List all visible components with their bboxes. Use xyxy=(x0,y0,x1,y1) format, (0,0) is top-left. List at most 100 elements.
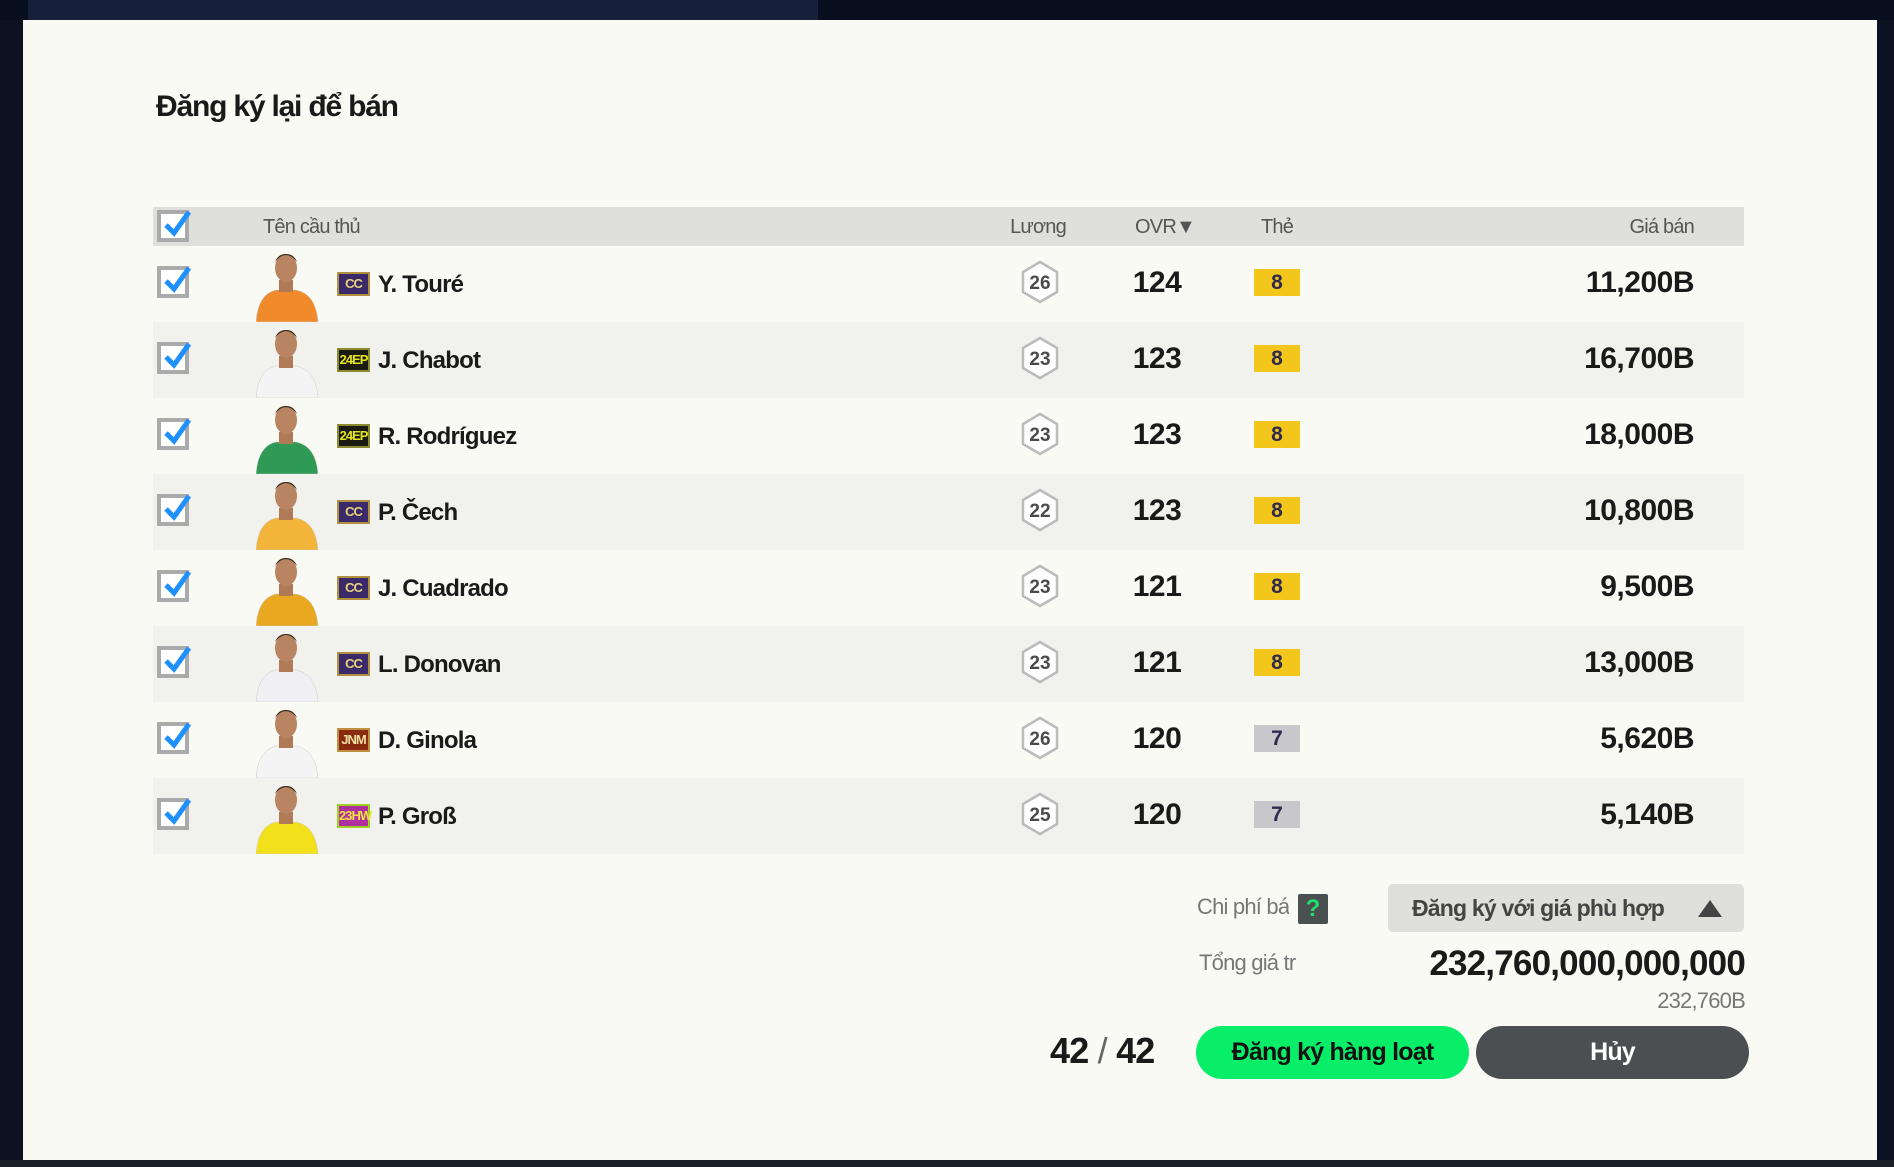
player-name: P. Čech xyxy=(378,499,458,526)
season-badge: CC xyxy=(337,652,370,676)
salary-value: 25 xyxy=(1029,805,1051,826)
header-ovr-sort[interactable]: OVR▼ xyxy=(1135,216,1196,238)
check-icon xyxy=(164,342,191,369)
total-value: 232,760,000,000,000 xyxy=(1429,944,1745,983)
row-checkbox[interactable] xyxy=(157,798,191,830)
cancel-button[interactable]: Hủy xyxy=(1476,1026,1749,1079)
fee-label: Chi phí bá xyxy=(1197,894,1289,919)
table-row[interactable]: CC J. Cuadrado 23 121 8 9,500B xyxy=(153,550,1744,626)
background-search-bar xyxy=(28,0,818,20)
total-label: Tổng giá tr xyxy=(1199,950,1296,975)
level-badge: 8 xyxy=(1254,345,1300,372)
dropdown-value: Đăng ký với giá phù hợp xyxy=(1412,895,1665,921)
salary-hexagon: 23 xyxy=(1021,564,1059,608)
salary-hexagon: 25 xyxy=(1021,792,1059,836)
level-badge: 7 xyxy=(1254,725,1300,752)
salary-hexagon: 26 xyxy=(1021,260,1059,304)
ovr-value: 124 xyxy=(1132,266,1182,299)
check-icon xyxy=(164,418,191,445)
season-badge: 23HW xyxy=(337,804,372,828)
table-row[interactable]: CC Y. Touré 26 124 8 11,200B xyxy=(153,246,1744,322)
level-badge: 8 xyxy=(1254,421,1300,448)
row-checkbox[interactable] xyxy=(157,342,191,374)
salary-value: 22 xyxy=(1029,501,1050,522)
row-checkbox[interactable] xyxy=(157,494,191,526)
background-header xyxy=(0,0,1894,20)
check-icon xyxy=(164,798,191,825)
player-photo xyxy=(255,482,319,550)
price-value: 13,000B xyxy=(1584,646,1694,679)
ovr-value: 120 xyxy=(1132,798,1182,831)
salary-hexagon: 23 xyxy=(1021,412,1059,456)
player-photo xyxy=(255,634,319,702)
player-name: P. Groß xyxy=(378,803,457,830)
player-photo xyxy=(255,254,319,322)
header-price[interactable]: Giá bán xyxy=(1629,216,1695,238)
select-all-checkbox[interactable] xyxy=(157,210,191,242)
triangle-up-icon xyxy=(1698,900,1722,917)
season-badge: CC xyxy=(337,500,370,524)
player-name: D. Ginola xyxy=(378,727,477,754)
ovr-value: 121 xyxy=(1132,646,1182,679)
row-checkbox[interactable] xyxy=(157,646,191,678)
price-value: 5,140B xyxy=(1600,798,1694,831)
level-badge: 7 xyxy=(1254,801,1300,828)
player-photo xyxy=(255,330,319,398)
dialog-title: Đăng ký lại để bán xyxy=(156,90,399,123)
table-row[interactable]: CC P. Čech 22 123 8 10,800B xyxy=(153,474,1744,550)
salary-value: 23 xyxy=(1029,577,1050,598)
salary-value: 23 xyxy=(1029,425,1050,446)
level-badge: 8 xyxy=(1254,573,1300,600)
total-short: 232,760B xyxy=(1657,988,1746,1013)
level-badge: 8 xyxy=(1254,649,1300,676)
player-name: R. Rodríguez xyxy=(378,423,517,450)
salary-value: 26 xyxy=(1029,273,1050,294)
check-icon xyxy=(164,646,191,673)
player-name: L. Donovan xyxy=(378,651,501,678)
bulk-register-button[interactable]: Đăng ký hàng loạt xyxy=(1196,1026,1469,1079)
price-value: 16,700B xyxy=(1584,342,1694,375)
season-badge: 24EP xyxy=(337,424,370,448)
season-badge: 24EP xyxy=(337,348,370,372)
check-icon xyxy=(164,210,191,237)
player-name: J. Cuadrado xyxy=(378,575,509,602)
table-body: CC Y. Touré 26 124 8 11,200B 24EP J. Cha… xyxy=(153,246,1744,854)
salary-hexagon: 23 xyxy=(1021,640,1059,684)
table-row[interactable]: JNM D. Ginola 26 120 7 5,620B xyxy=(153,702,1744,778)
price-value: 18,000B xyxy=(1584,418,1694,451)
ovr-value: 123 xyxy=(1132,494,1182,527)
season-badge: JNM xyxy=(337,728,370,752)
row-checkbox[interactable] xyxy=(157,418,191,450)
row-checkbox[interactable] xyxy=(157,570,191,602)
player-photo xyxy=(255,558,319,626)
count-separator: / xyxy=(1097,1030,1108,1071)
table-row[interactable]: 24EP J. Chabot 23 123 8 16,700B xyxy=(153,322,1744,398)
season-badge: CC xyxy=(337,576,370,600)
table-row[interactable]: 24EP R. Rodríguez 23 123 8 18,000B xyxy=(153,398,1744,474)
price-mode-dropdown[interactable]: Đăng ký với giá phù hợp xyxy=(1388,884,1744,932)
table-row[interactable]: CC L. Donovan 23 121 8 13,000B xyxy=(153,626,1744,702)
level-badge: 8 xyxy=(1254,269,1300,296)
check-icon xyxy=(164,722,191,749)
player-name: J. Chabot xyxy=(378,347,481,374)
table-row[interactable]: 23HW P. Groß 25 120 7 5,140B xyxy=(153,778,1744,854)
salary-hexagon: 26 xyxy=(1021,716,1059,760)
ovr-value: 120 xyxy=(1132,722,1182,755)
row-checkbox[interactable] xyxy=(157,722,191,754)
ovr-value: 121 xyxy=(1132,570,1182,603)
help-icon[interactable]: ? xyxy=(1298,894,1328,924)
price-value: 11,200B xyxy=(1585,266,1695,299)
header-name: Tên cầu thủ xyxy=(263,216,361,238)
player-photo xyxy=(255,710,319,778)
header-level[interactable]: Thẻ xyxy=(1260,216,1294,238)
ovr-value: 123 xyxy=(1132,342,1182,375)
salary-value: 23 xyxy=(1029,349,1050,370)
salary-value: 26 xyxy=(1029,729,1050,750)
header-salary[interactable]: Lương xyxy=(1010,216,1067,238)
price-value: 9,500B xyxy=(1600,570,1694,603)
row-checkbox[interactable] xyxy=(157,266,191,298)
player-photo xyxy=(255,406,319,474)
salary-hexagon: 22 xyxy=(1021,488,1059,532)
check-icon xyxy=(164,570,191,597)
salary-hexagon: 23 xyxy=(1021,336,1059,380)
